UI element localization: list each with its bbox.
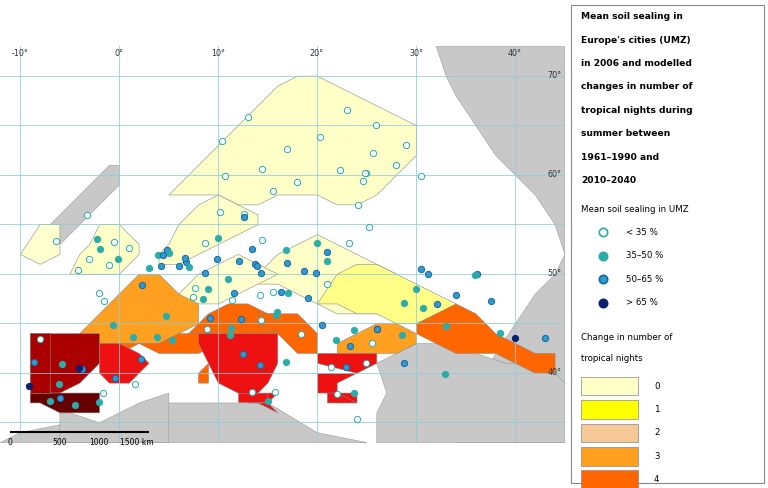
Text: 70°: 70° xyxy=(548,71,561,80)
Text: summer between: summer between xyxy=(581,129,670,138)
Text: 1961–1990 and: 1961–1990 and xyxy=(581,153,659,162)
Bar xyxy=(581,470,637,488)
Text: 35–50 %: 35–50 % xyxy=(625,251,663,260)
Bar xyxy=(581,447,637,466)
Bar xyxy=(581,424,637,442)
Text: 2010–2040: 2010–2040 xyxy=(581,176,636,185)
Text: < 35 %: < 35 % xyxy=(625,228,657,237)
Text: 2: 2 xyxy=(654,428,660,437)
Text: 50–65 %: 50–65 % xyxy=(625,275,663,284)
Text: 60°: 60° xyxy=(548,170,561,179)
Text: Mean soil sealing in: Mean soil sealing in xyxy=(581,12,683,21)
Text: 4: 4 xyxy=(654,475,660,484)
Bar xyxy=(581,400,637,419)
Text: 40°: 40° xyxy=(508,49,522,58)
Text: Mean soil sealing in UMZ: Mean soil sealing in UMZ xyxy=(581,205,688,214)
Text: in 2006 and modelled: in 2006 and modelled xyxy=(581,59,692,68)
Bar xyxy=(581,377,637,395)
Text: tropical nights: tropical nights xyxy=(581,354,642,363)
Text: 0°: 0° xyxy=(114,49,124,58)
Text: tropical nights during: tropical nights during xyxy=(581,106,693,115)
Text: 40°: 40° xyxy=(548,368,561,377)
Text: Change in number of: Change in number of xyxy=(581,333,672,342)
Text: 0: 0 xyxy=(8,438,12,447)
Text: 10°: 10° xyxy=(211,49,225,58)
Text: Europe's cities (UMZ): Europe's cities (UMZ) xyxy=(581,36,690,44)
Text: 500: 500 xyxy=(52,438,67,447)
Text: -10°: -10° xyxy=(12,49,28,58)
Text: 0: 0 xyxy=(654,382,660,390)
Text: 3: 3 xyxy=(654,452,660,461)
Text: > 65 %: > 65 % xyxy=(625,298,657,307)
Text: 1500 km: 1500 km xyxy=(120,438,154,447)
Text: 50°: 50° xyxy=(548,269,561,278)
Text: 30°: 30° xyxy=(409,49,423,58)
Text: 1000: 1000 xyxy=(89,438,109,447)
Text: changes in number of: changes in number of xyxy=(581,82,693,91)
Text: 20°: 20° xyxy=(310,49,324,58)
Text: 1: 1 xyxy=(654,405,660,414)
